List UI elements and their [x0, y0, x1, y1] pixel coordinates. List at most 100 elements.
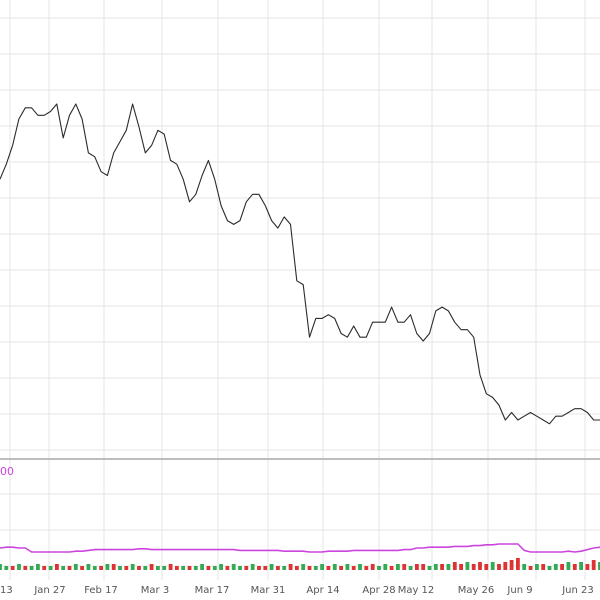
- x-axis-ticks: 13 Jan 27 Feb 17 Mar 3 Mar 17 Mar 31 Apr 14 Apr…: [0, 585, 594, 596]
- volume-bar: [459, 564, 463, 570]
- volume-bar: [358, 564, 362, 570]
- volume-bar: [553, 564, 558, 570]
- volume-bar: [339, 566, 343, 570]
- volume-bar: [427, 566, 432, 570]
- volume-bar: [490, 562, 495, 570]
- volume-bar: [598, 562, 600, 570]
- volume-bar: [377, 566, 381, 570]
- price-series-line: [0, 103, 600, 425]
- volume-bar: [29, 566, 34, 570]
- volume-bar: [124, 566, 129, 570]
- volume-bar: [175, 566, 179, 570]
- volume-bar: [408, 566, 413, 570]
- volume-bars: [0, 558, 600, 570]
- volume-bar: [320, 564, 324, 570]
- x-tick-label: Mar 31: [251, 585, 286, 596]
- x-tick-label: Jun 9: [506, 585, 532, 596]
- volume-bar: [301, 564, 306, 570]
- volume-bar: [484, 564, 489, 570]
- volume-bar: [48, 566, 53, 570]
- grid: [0, 0, 600, 580]
- volume-bar: [92, 566, 97, 570]
- volume-bar: [162, 566, 167, 570]
- volume-bar: [276, 566, 280, 570]
- volume-bar: [73, 564, 78, 570]
- volume-bar: [421, 564, 426, 570]
- volume-bar: [465, 562, 470, 570]
- volume-bar: [193, 566, 198, 570]
- volume-bar: [250, 564, 255, 570]
- volume-bar: [579, 562, 583, 570]
- volume-bar: [187, 566, 192, 570]
- volume-bar: [257, 566, 261, 570]
- volume-bar: [10, 566, 15, 570]
- volume-bar: [478, 562, 482, 570]
- x-tick-label: May 12: [398, 585, 435, 596]
- volume-bar: [36, 564, 40, 570]
- volume-bar: [111, 564, 116, 570]
- volume-bar: [238, 566, 242, 570]
- volume-bar: [99, 566, 103, 570]
- x-tick-label: Feb 17: [84, 585, 118, 596]
- volume-bar: [0, 564, 2, 570]
- volume-bar: [503, 562, 508, 570]
- volume-bar: [370, 564, 375, 570]
- volume-bar: [219, 564, 223, 570]
- volume-bar: [364, 566, 369, 570]
- volume-bar: [143, 566, 148, 570]
- volume-bar: [17, 564, 21, 570]
- volume-bar: [282, 566, 287, 570]
- volume-bar: [212, 566, 217, 570]
- volume-bar: [351, 566, 356, 570]
- indicator-label: 00: [0, 465, 14, 478]
- x-tick-label: Apr 28: [362, 585, 395, 596]
- volume-bar: [528, 566, 533, 570]
- volume-bar: [61, 566, 66, 570]
- volume-bar: [313, 566, 318, 570]
- volume-bar: [440, 564, 444, 570]
- x-tick-label: Mar 3: [141, 585, 169, 596]
- volume-bar: [471, 564, 476, 570]
- volume-bar: [566, 562, 571, 570]
- volume-bar: [231, 564, 236, 570]
- volume-bar: [345, 564, 350, 570]
- volume-bar: [509, 560, 514, 570]
- volume-bar: [396, 564, 400, 570]
- volume-bar: [42, 566, 47, 570]
- volume-bar: [535, 564, 539, 570]
- volume-bar: [55, 564, 59, 570]
- x-tick-label: 13: [0, 585, 13, 596]
- volume-bar: [244, 566, 249, 570]
- volume-bar: [547, 566, 552, 570]
- volume-bar: [225, 566, 230, 570]
- volume-bar: [23, 566, 28, 570]
- volume-bar: [585, 564, 590, 570]
- volume-bar: [446, 564, 451, 570]
- indicator-series-line: [0, 543, 600, 553]
- volume-bar: [200, 564, 204, 570]
- x-tick-label: Mar 17: [195, 585, 230, 596]
- volume-bar: [307, 566, 312, 570]
- volume-bar: [516, 558, 520, 570]
- volume-bar: [402, 564, 407, 570]
- volume-bar: [332, 564, 337, 570]
- volume-bar: [452, 562, 457, 570]
- volume-bar: [295, 566, 299, 570]
- volume-bar: [288, 564, 293, 570]
- x-tick-label: Jun 23: [561, 585, 594, 596]
- volume-bar: [168, 564, 173, 570]
- volume-bar: [67, 566, 72, 570]
- volume-bar: [415, 564, 419, 570]
- volume-bar: [118, 566, 122, 570]
- volume-bar: [263, 566, 268, 570]
- volume-bar: [130, 564, 135, 570]
- volume-bar: [269, 564, 274, 570]
- x-tick-label: May 26: [458, 585, 495, 596]
- volume-bar: [206, 566, 211, 570]
- x-tick-label: Jan 27: [33, 585, 65, 596]
- volume-bar: [156, 566, 160, 570]
- volume-bar: [80, 566, 84, 570]
- volume-bar: [105, 564, 110, 570]
